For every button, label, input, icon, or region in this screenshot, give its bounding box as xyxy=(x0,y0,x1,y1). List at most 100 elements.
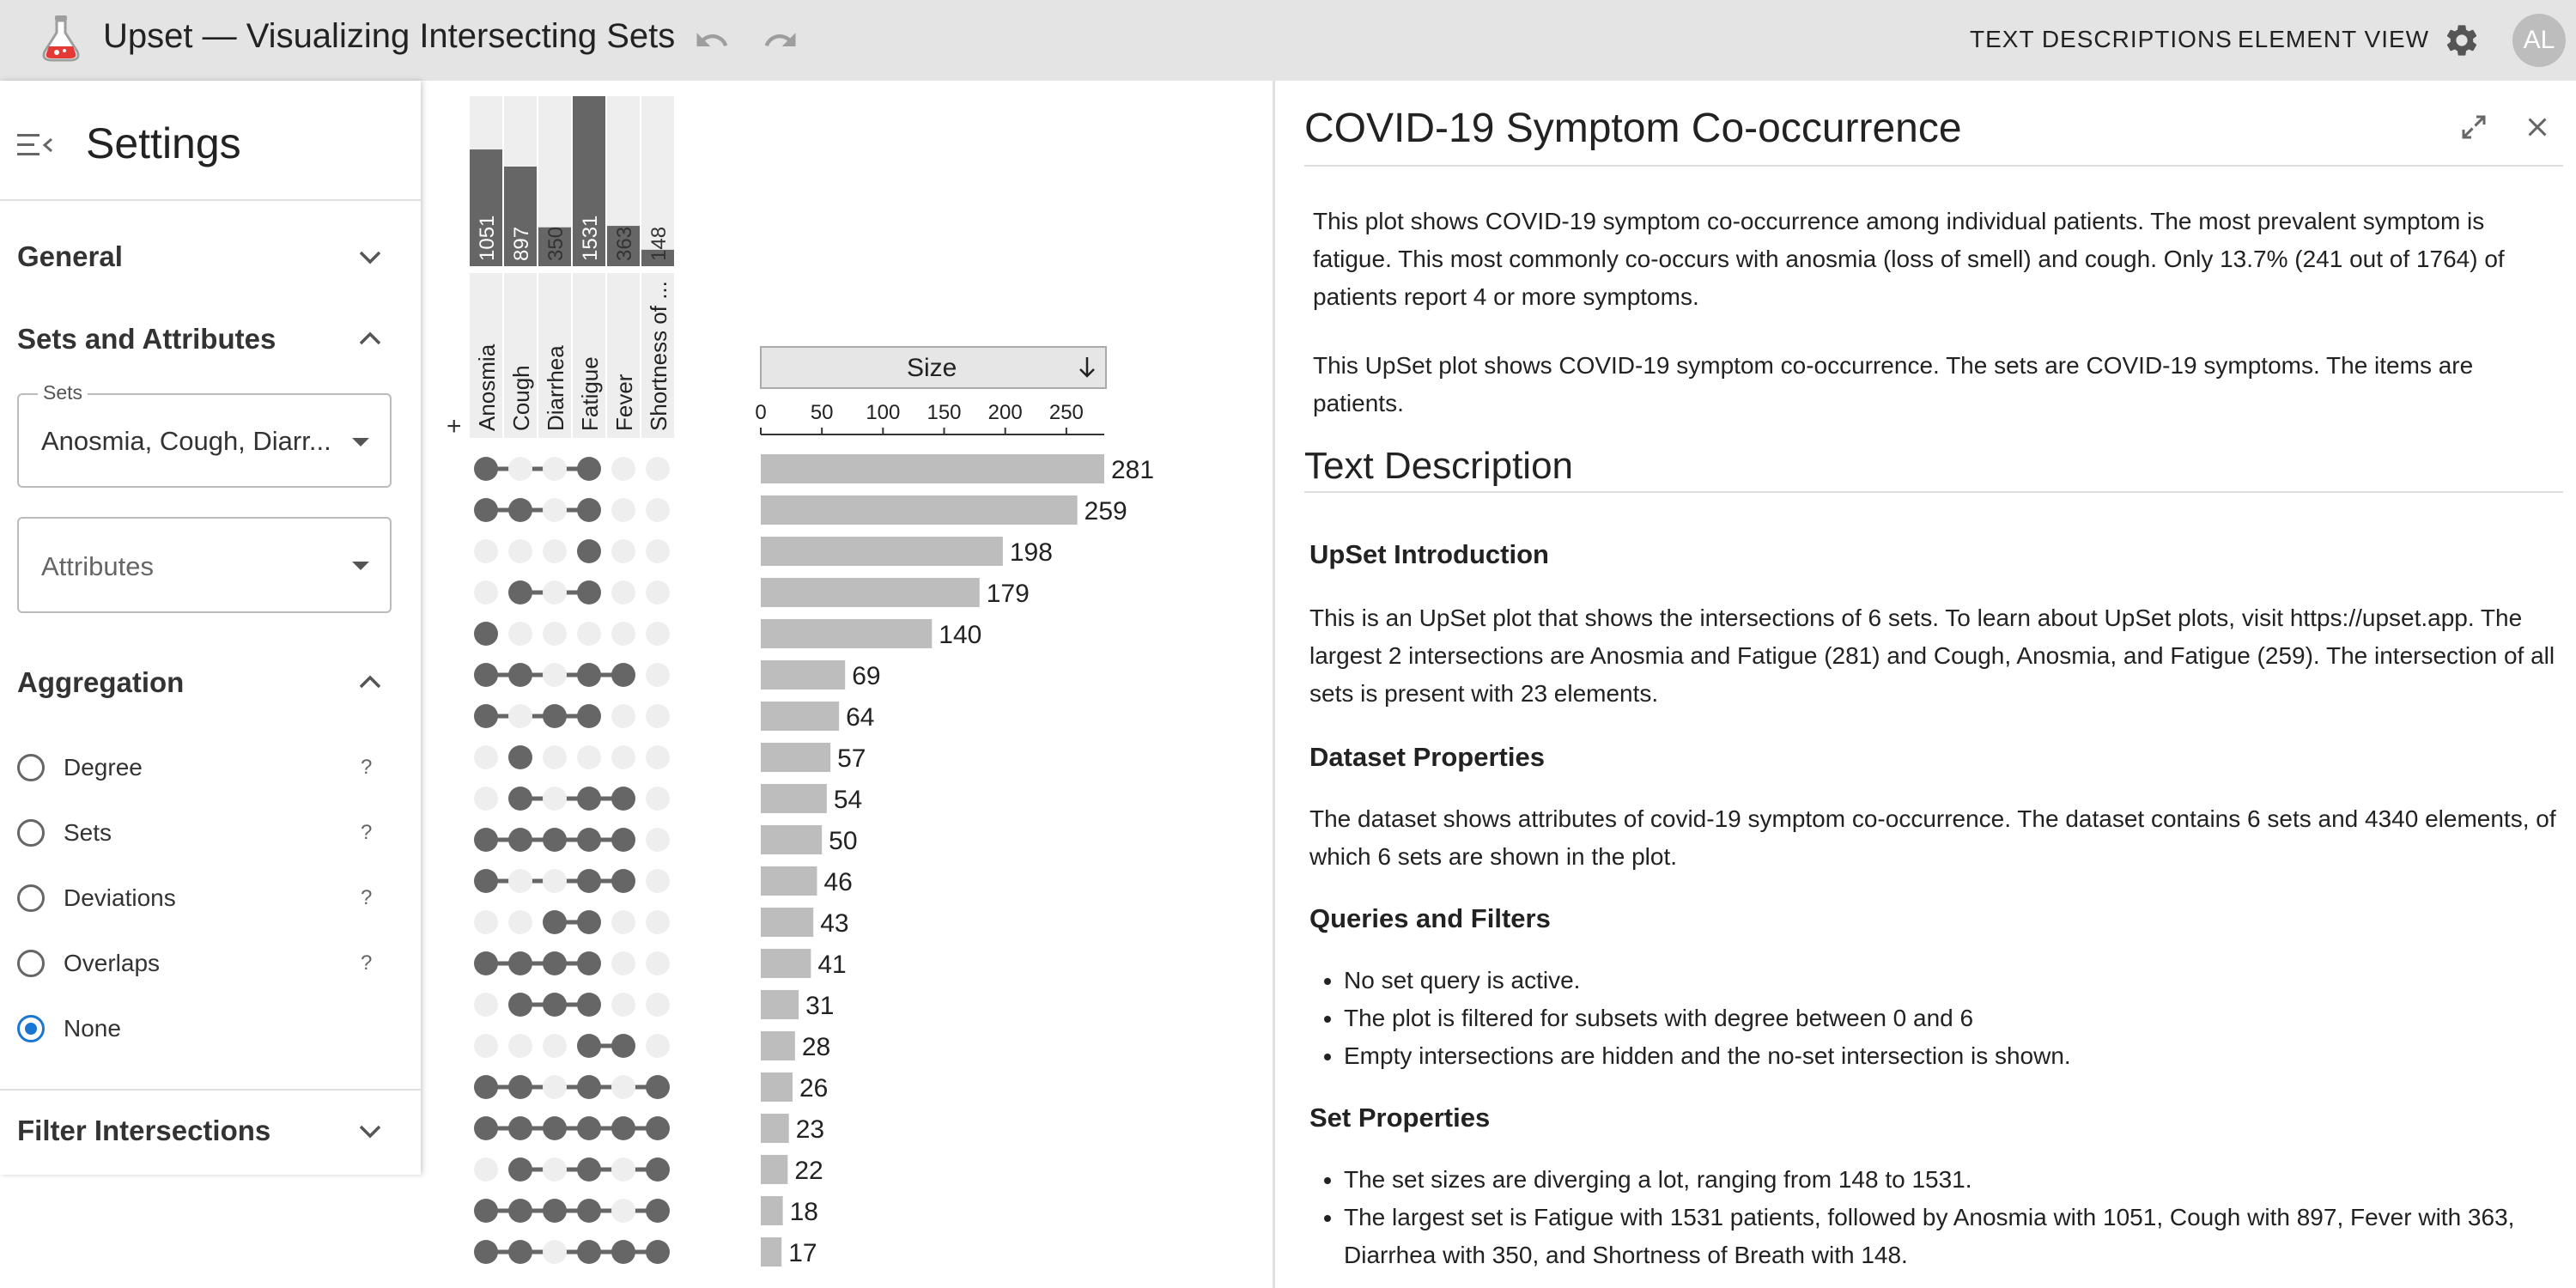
membership-dot-filled[interactable] xyxy=(577,828,601,852)
intersection-size-bar[interactable] xyxy=(761,990,799,1019)
membership-dot-filled[interactable] xyxy=(577,539,601,563)
text-descriptions-button[interactable]: TEXT DESCRIPTIONS xyxy=(1970,26,2233,52)
section-aggregation[interactable]: Aggregation xyxy=(17,666,185,698)
membership-dot-empty[interactable] xyxy=(611,1075,635,1099)
membership-dot-empty[interactable] xyxy=(543,539,567,563)
expand-icon[interactable] xyxy=(2458,112,2489,147)
membership-dot-filled[interactable] xyxy=(474,1240,498,1264)
set-label-background[interactable] xyxy=(641,273,674,438)
membership-dot-filled[interactable] xyxy=(508,951,532,975)
membership-dot-empty[interactable] xyxy=(508,457,532,481)
membership-dot-filled[interactable] xyxy=(474,622,498,646)
membership-dot-empty[interactable] xyxy=(611,622,635,646)
membership-dot-empty[interactable] xyxy=(611,1199,635,1223)
size-header[interactable] xyxy=(760,346,1107,389)
membership-dot-empty[interactable] xyxy=(646,1034,670,1058)
sets-select[interactable]: Sets Anosmia, Cough, Diarr... xyxy=(17,381,392,488)
membership-dot-empty[interactable] xyxy=(646,704,670,728)
membership-dot-empty[interactable] xyxy=(508,910,532,934)
membership-dot-filled[interactable] xyxy=(508,1240,532,1264)
intersection-size-bar[interactable] xyxy=(761,660,846,690)
membership-dot-filled[interactable] xyxy=(611,663,635,687)
section-sets-attributes[interactable]: Sets and Attributes xyxy=(17,323,276,355)
intersection-size-bar[interactable] xyxy=(761,1072,793,1102)
membership-dot-filled[interactable] xyxy=(508,1116,532,1140)
membership-dot-filled[interactable] xyxy=(646,1157,670,1182)
membership-dot-filled[interactable] xyxy=(508,663,532,687)
chevron-up-icon[interactable] xyxy=(355,330,385,351)
membership-dot-empty[interactable] xyxy=(611,951,635,975)
membership-dot-filled[interactable] xyxy=(508,580,532,605)
intersection-size-bar[interactable] xyxy=(761,619,933,648)
membership-dot-filled[interactable] xyxy=(577,1116,601,1140)
membership-dot-filled[interactable] xyxy=(508,993,532,1017)
membership-dot-empty[interactable] xyxy=(577,745,601,769)
membership-dot-empty[interactable] xyxy=(508,704,532,728)
membership-dot-filled[interactable] xyxy=(474,1199,498,1223)
membership-dot-filled[interactable] xyxy=(577,1240,601,1264)
membership-dot-filled[interactable] xyxy=(508,498,532,522)
membership-dot-empty[interactable] xyxy=(646,498,670,522)
membership-dot-filled[interactable] xyxy=(577,580,601,605)
aggregation-option-sets[interactable]: Sets ? xyxy=(17,814,386,852)
intersection-size-bar[interactable] xyxy=(761,825,823,854)
set-size-bar[interactable] xyxy=(641,249,674,266)
membership-dot-filled[interactable] xyxy=(508,745,532,769)
membership-dot-filled[interactable] xyxy=(474,498,498,522)
set-name-label[interactable]: Fatigue xyxy=(577,356,603,431)
element-view-button[interactable]: ELEMENT VIEW xyxy=(2238,26,2430,52)
undo-icon[interactable] xyxy=(690,19,733,62)
radio-button[interactable] xyxy=(17,884,45,912)
membership-dot-filled[interactable] xyxy=(577,993,601,1017)
membership-dot-empty[interactable] xyxy=(543,457,567,481)
aggregation-option-deviations[interactable]: Deviations ? xyxy=(17,879,386,917)
membership-dot-filled[interactable] xyxy=(543,1199,567,1223)
membership-dot-empty[interactable] xyxy=(543,869,567,893)
membership-dot-filled[interactable] xyxy=(474,663,498,687)
membership-dot-empty[interactable] xyxy=(508,1034,532,1058)
membership-dot-filled[interactable] xyxy=(611,1034,635,1058)
attributes-select[interactable]: Attributes xyxy=(17,517,392,613)
set-name-label[interactable]: Cough xyxy=(508,365,534,431)
set-size-bar[interactable] xyxy=(504,166,537,266)
set-label-background[interactable] xyxy=(538,273,571,438)
membership-dot-filled[interactable] xyxy=(577,1034,601,1058)
membership-dot-filled[interactable] xyxy=(577,457,601,481)
membership-dot-filled[interactable] xyxy=(646,1199,670,1223)
add-set-button[interactable]: + xyxy=(447,412,462,440)
radio-button-checked[interactable] xyxy=(17,1015,45,1042)
membership-dot-filled[interactable] xyxy=(577,663,601,687)
membership-dot-empty[interactable] xyxy=(646,745,670,769)
membership-dot-filled[interactable] xyxy=(577,869,601,893)
membership-dot-empty[interactable] xyxy=(611,745,635,769)
membership-dot-filled[interactable] xyxy=(577,1199,601,1223)
membership-dot-empty[interactable] xyxy=(543,1075,567,1099)
set-size-bar[interactable] xyxy=(470,149,502,266)
membership-dot-filled[interactable] xyxy=(543,704,567,728)
membership-dot-filled[interactable] xyxy=(508,787,532,811)
membership-dot-empty[interactable] xyxy=(543,622,567,646)
membership-dot-empty[interactable] xyxy=(611,1157,635,1182)
redo-icon[interactable] xyxy=(759,19,802,62)
aggregation-option-none[interactable]: None xyxy=(17,1010,386,1048)
intersection-size-bar[interactable] xyxy=(761,784,827,813)
membership-dot-filled[interactable] xyxy=(646,1075,670,1099)
intersection-size-bar[interactable] xyxy=(761,1031,795,1060)
membership-dot-filled[interactable] xyxy=(508,1157,532,1182)
intersection-size-bar[interactable] xyxy=(761,1196,783,1225)
membership-dot-empty[interactable] xyxy=(474,1034,498,1058)
membership-dot-empty[interactable] xyxy=(474,1157,498,1182)
set-label-background[interactable] xyxy=(470,273,502,438)
membership-dot-empty[interactable] xyxy=(543,745,567,769)
membership-dot-filled[interactable] xyxy=(611,869,635,893)
membership-dot-empty[interactable] xyxy=(543,498,567,522)
membership-dot-empty[interactable] xyxy=(611,704,635,728)
intersection-size-bar[interactable] xyxy=(761,949,811,978)
membership-dot-filled[interactable] xyxy=(474,828,498,852)
help-icon[interactable]: ? xyxy=(361,951,373,975)
membership-dot-filled[interactable] xyxy=(543,910,567,934)
membership-dot-filled[interactable] xyxy=(611,787,635,811)
membership-dot-empty[interactable] xyxy=(646,993,670,1017)
membership-dot-empty[interactable] xyxy=(543,580,567,605)
set-size-bar[interactable] xyxy=(607,226,640,266)
